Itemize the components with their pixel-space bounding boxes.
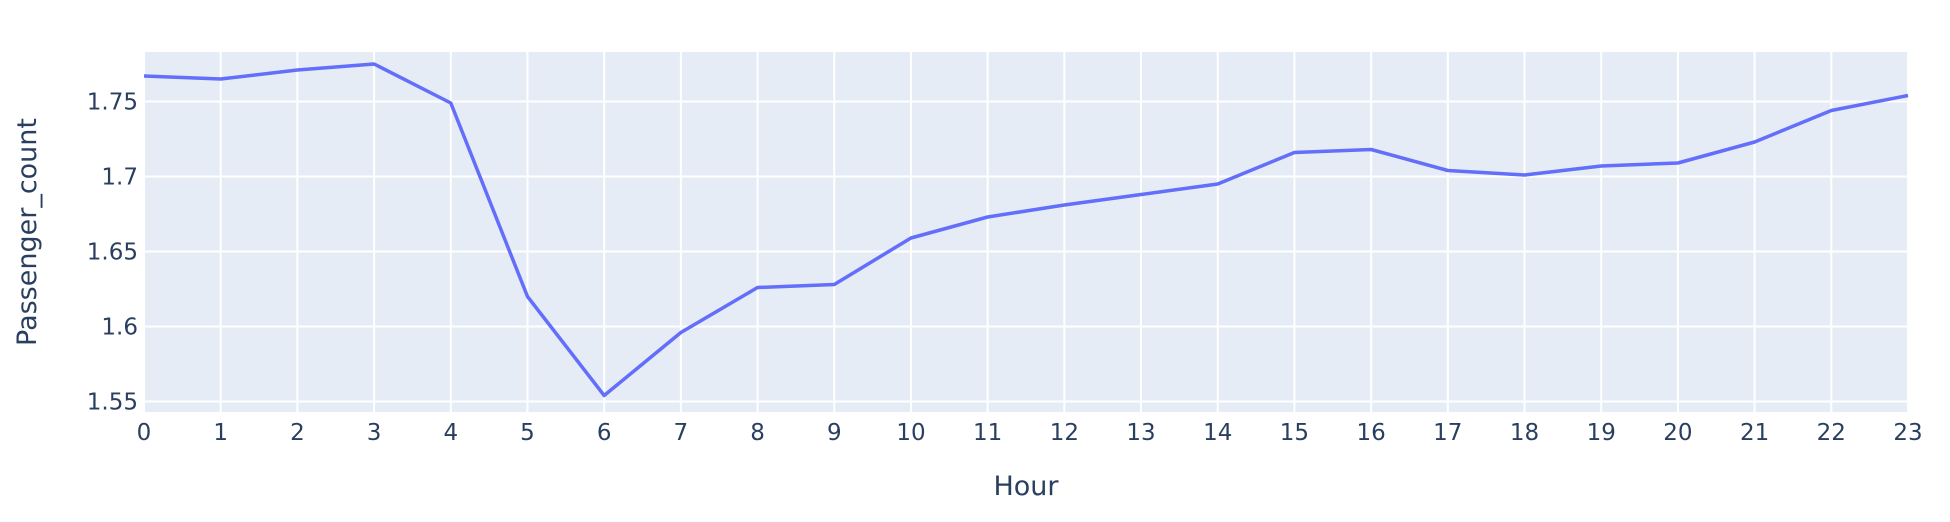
y-tick-label: 1.55 (87, 390, 138, 416)
x-tick-label: 17 (1433, 420, 1462, 446)
y-axis-title: Passenger_count (12, 118, 43, 346)
x-tick-label: 14 (1203, 420, 1232, 446)
x-tick-label: 0 (137, 420, 152, 446)
y-tick-label: 1.6 (101, 315, 138, 341)
x-tick-label: 7 (674, 420, 689, 446)
grid (143, 52, 1909, 412)
x-tick-label: 5 (520, 420, 535, 446)
plot-background (144, 52, 1908, 412)
x-tick-label: 21 (1740, 420, 1769, 446)
series-line (143, 62, 1909, 398)
x-tick-label: 12 (1050, 420, 1079, 446)
x-tick-label: 13 (1126, 420, 1155, 446)
x-tick-label: 4 (443, 420, 458, 446)
y-tick-label: 1.7 (101, 165, 138, 191)
x-tick-label: 2 (290, 420, 305, 446)
x-axis-ticks: 0 1 2 3 4 5 6 7 8 9 10 11 12 13 14 15 16 17 18 19 20 21 22 23 (137, 420, 1923, 446)
x-tick-label: 23 (1893, 420, 1922, 446)
x-tick-label: 18 (1510, 420, 1539, 446)
x-axis-title: Hour (993, 471, 1059, 502)
y-tick-label: 1.75 (87, 90, 138, 116)
x-tick-label: 19 (1587, 420, 1616, 446)
x-tick-label: 22 (1817, 420, 1846, 446)
x-tick-label: 15 (1280, 420, 1309, 446)
x-tick-label: 3 (367, 420, 382, 446)
y-tick-label: 1.65 (87, 240, 138, 266)
x-tick-label: 10 (896, 420, 925, 446)
x-tick-label: 9 (827, 420, 842, 446)
series-layer (143, 62, 1909, 398)
x-tick-label: 11 (973, 420, 1002, 446)
x-tick-label: 1 (213, 420, 228, 446)
x-tick-label: 20 (1663, 420, 1692, 446)
y-axis-ticks: 1.55 1.6 1.65 1.7 1.75 (87, 90, 138, 416)
x-tick-label: 6 (597, 420, 612, 446)
x-tick-label: 16 (1356, 420, 1385, 446)
x-tick-label: 8 (750, 420, 765, 446)
